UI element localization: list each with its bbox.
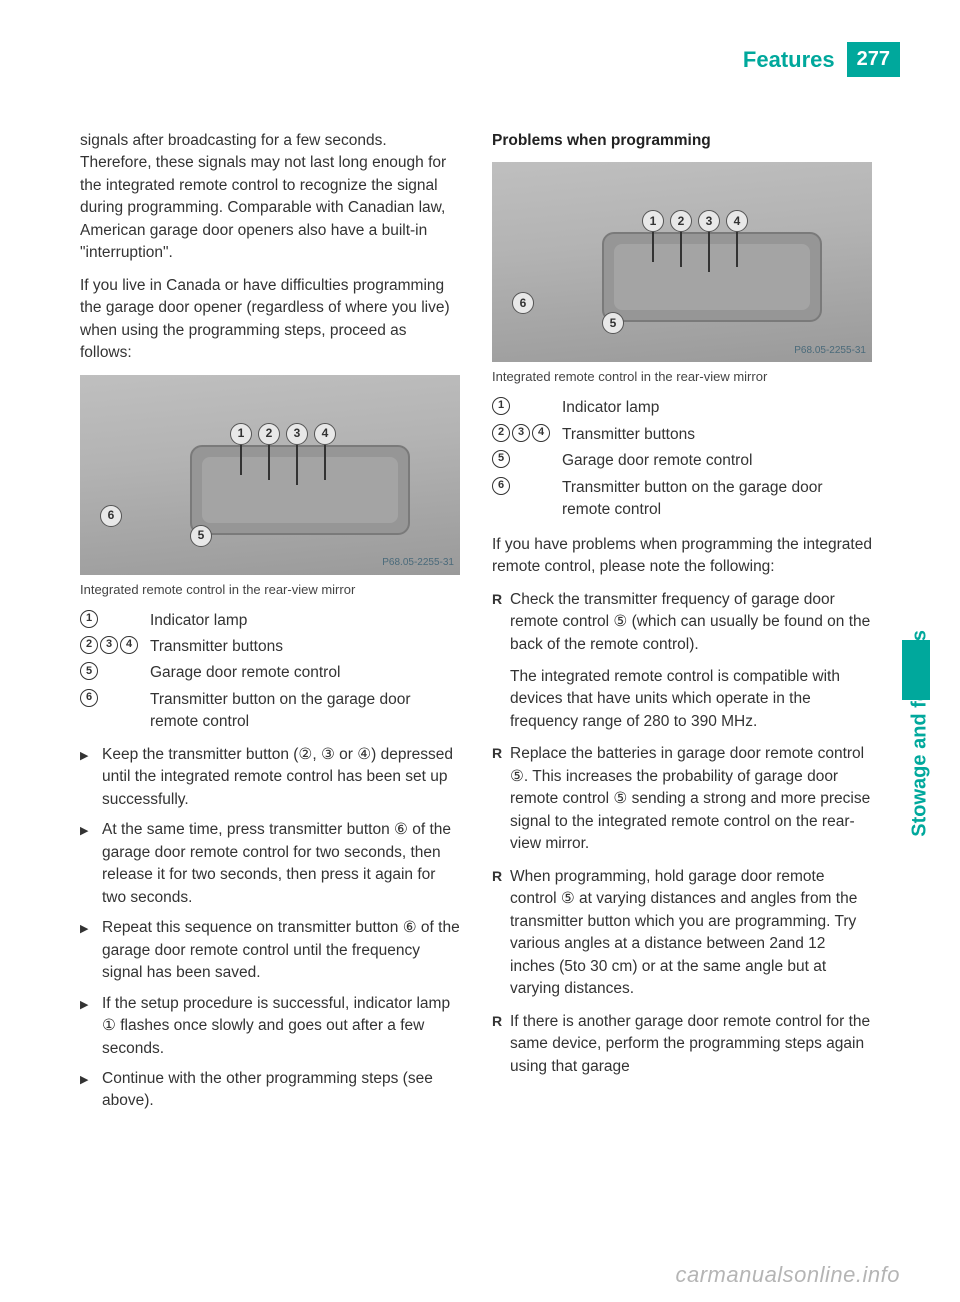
paragraph: signals after broadcasting for a few sec… <box>80 130 460 265</box>
bullet-marker-icon <box>492 866 510 1001</box>
mirror-inner <box>614 244 810 310</box>
legend-symbol: 1 <box>492 397 562 419</box>
manual-page: Features 277 Stowage and features signal… <box>0 0 960 1302</box>
legend-symbol: 6 <box>80 689 150 734</box>
figure-caption: Integrated remote control in the rear-vi… <box>492 368 872 387</box>
bullet-text: When programming, hold garage door remot… <box>510 866 872 1001</box>
step-text: Repeat this sequence on transmitter butt… <box>102 917 460 984</box>
legend-text: Transmitter buttons <box>150 636 460 658</box>
callout-line <box>240 445 242 475</box>
callout-line <box>324 445 326 480</box>
bullet-marker-icon <box>492 743 510 855</box>
legend-text: Transmitter button on the garage door re… <box>150 689 460 734</box>
legend-row: 5 Garage door remote control <box>492 450 872 472</box>
legend-text: Transmitter button on the garage door re… <box>562 477 872 522</box>
figure-mirror: 1 2 3 4 5 6 P68.05-2255-31 <box>492 162 872 362</box>
legend-row: 234 Transmitter buttons <box>492 424 872 446</box>
step: If the setup procedure is successful, in… <box>80 993 460 1060</box>
left-column: signals after broadcasting for a few sec… <box>80 130 460 1121</box>
legend-symbol: 6 <box>492 477 562 522</box>
callout-line <box>736 232 738 267</box>
legend-symbol: 1 <box>80 610 150 632</box>
legend-text: Garage door remote control <box>562 450 872 472</box>
step: At the same time, press transmitter butt… <box>80 819 460 909</box>
watermark: carmanualsonline.info <box>675 1262 900 1288</box>
callout-4: 4 <box>314 423 336 445</box>
bullet-text: Replace the batteries in garage door rem… <box>510 743 872 855</box>
mirror-inner <box>202 457 398 523</box>
step-marker-icon <box>80 917 102 984</box>
mirror-shape <box>190 445 410 535</box>
bullet-item: When programming, hold garage door remot… <box>492 866 872 1001</box>
callout-line <box>680 232 682 267</box>
callout-1: 1 <box>230 423 252 445</box>
callout-3: 3 <box>286 423 308 445</box>
figure-ref: P68.05-2255-31 <box>382 556 454 571</box>
callout-5: 5 <box>602 312 624 334</box>
callout-2: 2 <box>258 423 280 445</box>
figure-ref: P68.05-2255-31 <box>794 344 866 359</box>
paragraph: If you have problems when programming th… <box>492 534 872 579</box>
step-text: If the setup procedure is successful, in… <box>102 993 460 1060</box>
callout-5: 5 <box>190 525 212 547</box>
bullet-marker-icon <box>492 1011 510 1078</box>
step: Repeat this sequence on transmitter butt… <box>80 917 460 984</box>
callout-3: 3 <box>698 210 720 232</box>
callout-6: 6 <box>100 505 122 527</box>
step: Continue with the other programming step… <box>80 1068 460 1113</box>
step-text: Continue with the other programming step… <box>102 1068 460 1113</box>
legend-row: 6 Transmitter button on the garage door … <box>492 477 872 522</box>
legend-symbol: 5 <box>80 662 150 684</box>
legend-text: Transmitter buttons <box>562 424 872 446</box>
side-tab: Stowage and features <box>902 280 930 700</box>
bullet-text: If there is another garage door remote c… <box>510 1011 872 1078</box>
callout-2: 2 <box>670 210 692 232</box>
figure-caption: Integrated remote control in the rear-vi… <box>80 581 460 600</box>
step: Keep the transmitter button (②, ③ or ④) … <box>80 744 460 811</box>
bullet-item: Check the transmitter frequency of garag… <box>492 589 872 656</box>
step-text: Keep the transmitter button (②, ③ or ④) … <box>102 744 460 811</box>
callout-1: 1 <box>642 210 664 232</box>
legend-symbol: 234 <box>80 636 150 658</box>
paragraph: The integrated remote control is compati… <box>510 666 872 733</box>
paragraph: If you live in Canada or have difficulti… <box>80 275 460 365</box>
page-header: Features 277 <box>743 42 900 77</box>
legend-row: 234 Transmitter buttons <box>80 636 460 658</box>
step-marker-icon <box>80 1068 102 1113</box>
step-marker-icon <box>80 744 102 811</box>
callout-line <box>652 232 654 262</box>
callout-4: 4 <box>726 210 748 232</box>
side-tab-bg <box>902 640 930 700</box>
callout-line <box>708 232 710 272</box>
legend-text: Garage door remote control <box>150 662 460 684</box>
legend-text: Indicator lamp <box>562 397 872 419</box>
page-number: 277 <box>847 42 900 77</box>
legend-row: 1 Indicator lamp <box>492 397 872 419</box>
bullet-item: If there is another garage door remote c… <box>492 1011 872 1078</box>
bullet-item: Replace the batteries in garage door rem… <box>492 743 872 855</box>
bullet-marker-icon <box>492 589 510 656</box>
legend-row: 6 Transmitter button on the garage door … <box>80 689 460 734</box>
step-marker-icon <box>80 993 102 1060</box>
callout-line <box>268 445 270 480</box>
step-text: At the same time, press transmitter butt… <box>102 819 460 909</box>
callout-line <box>296 445 298 485</box>
section-title: Features <box>743 47 835 73</box>
callout-6: 6 <box>512 292 534 314</box>
subheading: Problems when programming <box>492 130 872 152</box>
step-marker-icon <box>80 819 102 909</box>
legend-symbol: 5 <box>492 450 562 472</box>
right-column: Problems when programming 1 2 3 4 5 6 P6… <box>492 130 872 1121</box>
legend-row: 1 Indicator lamp <box>80 610 460 632</box>
legend-symbol: 234 <box>492 424 562 446</box>
bullet-text: Check the transmitter frequency of garag… <box>510 589 872 656</box>
content-columns: signals after broadcasting for a few sec… <box>80 130 900 1121</box>
mirror-shape <box>602 232 822 322</box>
figure-mirror: 1 2 3 4 5 6 P68.05-2255-31 <box>80 375 460 575</box>
legend-text: Indicator lamp <box>150 610 460 632</box>
legend-row: 5 Garage door remote control <box>80 662 460 684</box>
